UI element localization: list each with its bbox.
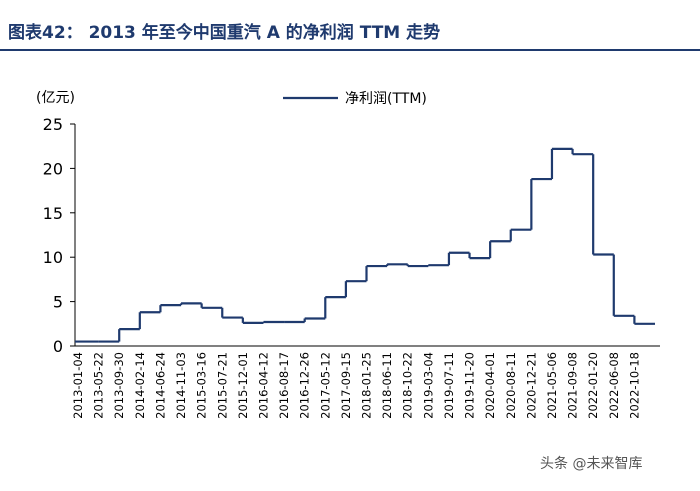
watermark: 头条 @未来智库	[540, 455, 642, 472]
x-tick-label: 2016-12-26	[298, 352, 312, 419]
x-tick-label: 2015-03-16	[195, 352, 209, 419]
x-tick-label: 2017-09-15	[339, 352, 353, 419]
x-tick-label: 2013-09-30	[112, 352, 126, 419]
x-tick-label: 2022-01-20	[586, 352, 600, 419]
x-tick-label: 2020-04-01	[483, 352, 497, 419]
y-tick-label: 15	[43, 204, 63, 223]
y-tick-label: 0	[53, 337, 63, 356]
x-tick-label: 2014-06-24	[153, 352, 167, 419]
x-tick-label: 2020-08-11	[504, 352, 518, 419]
x-tick-label: 2016-08-17	[277, 352, 291, 419]
x-tick-label: 2022-06-08	[607, 352, 621, 419]
x-tick-label: 2015-07-21	[215, 352, 229, 419]
y-tick-label: 5	[53, 293, 63, 312]
y-unit: (亿元)	[36, 90, 75, 106]
x-tick-label: 2019-07-11	[442, 352, 456, 419]
y-tick-label: 25	[43, 115, 63, 134]
x-tick-label: 2014-11-03	[174, 352, 188, 419]
x-tick-label: 2019-11-20	[463, 352, 477, 419]
x-tick-label: 2021-05-06	[545, 352, 559, 419]
y-tick-label: 20	[43, 159, 63, 178]
x-tick-label: 2018-01-25	[360, 352, 374, 419]
x-tick-label: 2021-09-08	[566, 352, 580, 419]
legend-label: 净利润(TTM)	[345, 91, 427, 107]
x-tick-label: 2013-05-22	[92, 352, 106, 419]
x-tick-label: 2018-06-11	[380, 352, 394, 419]
x-tick-label: 2017-05-12	[318, 352, 332, 419]
x-tick-label: 2019-03-04	[421, 352, 435, 419]
x-tick-label: 2018-10-22	[401, 352, 415, 419]
x-tick-label: 2016-04-12	[256, 352, 270, 419]
x-tick-label: 2015-12-01	[236, 352, 250, 419]
x-tick-label: 2014-02-14	[133, 352, 147, 419]
chart-title: 图表42： 2013 年至今中国重汽 A 的净利润 TTM 走势	[8, 22, 440, 43]
y-tick-label: 10	[43, 248, 63, 267]
x-tick-label: 2020-12-21	[524, 352, 538, 419]
x-tick-label: 2022-10-18	[627, 352, 641, 419]
x-tick-label: 2013-01-04	[71, 352, 85, 419]
